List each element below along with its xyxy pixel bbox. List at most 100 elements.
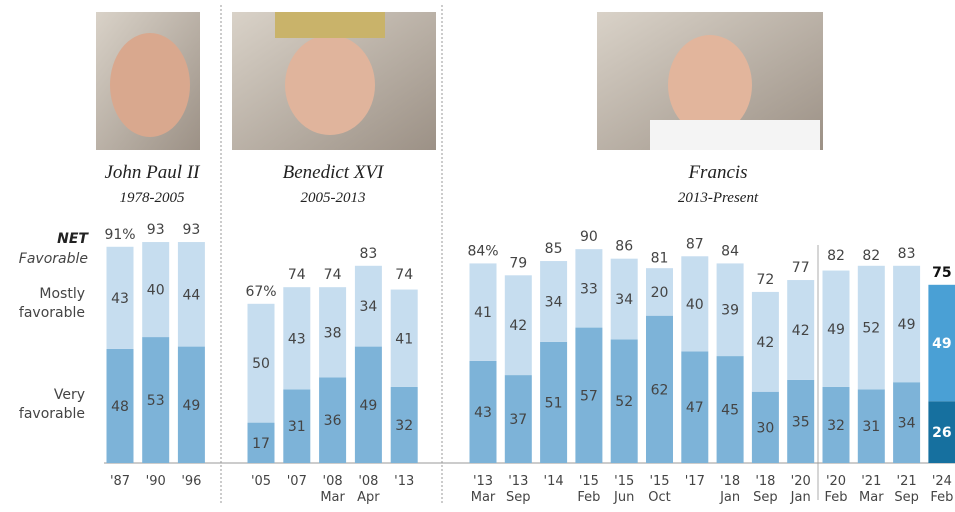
value-label: 39 xyxy=(721,303,739,319)
bar-segment xyxy=(857,265,885,390)
net-label: 72 xyxy=(756,272,774,288)
net-label: 91% xyxy=(104,227,135,243)
x-tick-label: '15 Feb xyxy=(577,474,600,505)
bar-segment xyxy=(646,315,673,463)
value-label: 62 xyxy=(651,382,669,398)
photo-robe xyxy=(650,120,820,150)
net-label: 84 xyxy=(721,243,739,259)
x-tick-label: '21 Mar xyxy=(859,474,884,505)
value-label: 31 xyxy=(288,419,306,435)
value-label: 43 xyxy=(288,331,306,347)
bar-segment xyxy=(540,261,568,342)
bar-segment xyxy=(319,287,347,378)
value-label: 40 xyxy=(686,297,704,313)
bar-segment xyxy=(716,263,744,357)
value-label: 41 xyxy=(474,305,492,321)
bar-segment xyxy=(142,337,170,463)
bar-segment xyxy=(822,270,850,387)
bar-segment xyxy=(893,382,921,463)
value-label: 52 xyxy=(862,321,880,337)
legend-net-sub: Favorable xyxy=(19,251,88,267)
net-label: 87 xyxy=(686,236,704,252)
bar-segment xyxy=(106,348,134,463)
net-label: 75 xyxy=(932,265,951,281)
bar-segment xyxy=(822,386,850,463)
bar-segment xyxy=(575,249,603,328)
bar-segment xyxy=(283,389,311,463)
photo-face xyxy=(668,35,752,135)
x-tick-label: '15 Jun xyxy=(613,474,634,505)
value-label: 17 xyxy=(252,436,270,452)
net-label: 83 xyxy=(359,246,377,262)
x-tick-label: '18 Sep xyxy=(753,474,778,505)
group-title: Francis xyxy=(687,162,747,183)
net-label: 82 xyxy=(827,248,845,264)
value-label: 41 xyxy=(395,331,413,347)
value-label: 49 xyxy=(932,336,951,352)
value-label: 49 xyxy=(898,317,916,333)
net-label: 93 xyxy=(182,222,200,238)
bar-segment xyxy=(142,242,170,338)
bar-segment xyxy=(504,375,532,463)
bar-segment xyxy=(247,303,275,423)
photo-mitre xyxy=(275,12,385,38)
x-tick-label: '13 xyxy=(394,474,414,489)
value-label: 43 xyxy=(474,405,492,421)
bar-segment xyxy=(177,242,205,347)
group-title: Benedict XVI xyxy=(283,162,385,183)
x-tick-label: '15 Oct xyxy=(648,474,670,505)
value-label: 34 xyxy=(359,299,377,315)
bar-segment xyxy=(177,346,205,463)
bar-segment xyxy=(390,289,418,387)
bar-segment xyxy=(610,258,638,340)
net-label: 74 xyxy=(288,267,306,283)
value-label: 34 xyxy=(898,416,916,432)
value-label: 34 xyxy=(545,294,563,310)
x-tick-label: '96 xyxy=(181,474,201,489)
x-tick-label: '87 xyxy=(110,474,130,489)
x-tick-label: '20 Jan xyxy=(790,474,811,505)
bar-segment xyxy=(787,280,815,380)
bar-segment xyxy=(646,268,673,316)
value-label: 49 xyxy=(359,398,377,414)
net-label: 74 xyxy=(324,267,342,283)
value-label: 30 xyxy=(756,420,774,436)
x-tick-label: '20 Feb xyxy=(824,474,847,505)
value-label: 57 xyxy=(580,388,598,404)
bar-segment xyxy=(390,386,418,463)
net-label: 83 xyxy=(898,246,916,262)
net-label: 67% xyxy=(245,284,276,300)
x-tick-label: '05 xyxy=(251,474,271,489)
bar-segment xyxy=(575,327,603,463)
bar-segment xyxy=(319,377,347,463)
bar-segment xyxy=(751,391,779,463)
value-label: 42 xyxy=(509,318,527,334)
group-subtitle: 2005-2013 xyxy=(301,190,366,206)
bar-segment xyxy=(928,284,955,402)
x-tick-label: '13 Sep xyxy=(506,474,531,505)
value-label: 38 xyxy=(324,325,342,341)
bar-segment xyxy=(540,341,568,463)
net-label: 86 xyxy=(615,239,633,255)
value-label: 34 xyxy=(615,292,633,308)
bar-segment xyxy=(469,263,497,361)
bar-segment xyxy=(247,422,275,463)
value-label: 49 xyxy=(182,398,200,414)
value-label: 32 xyxy=(395,418,413,434)
bar-segment xyxy=(610,339,638,463)
x-tick-label: '18 Jan xyxy=(719,474,740,505)
group-subtitle: 1978-2005 xyxy=(120,190,185,206)
value-label: 36 xyxy=(324,413,342,429)
photo-face xyxy=(110,33,190,137)
value-label: 53 xyxy=(147,393,165,409)
legend-label: Mostly favorable xyxy=(19,286,85,321)
bar-segment xyxy=(787,379,815,463)
group-subtitle: 2013-Present xyxy=(678,190,759,206)
value-label: 52 xyxy=(615,394,633,410)
x-tick-label: '13 Mar xyxy=(471,474,496,505)
value-label: 50 xyxy=(252,356,270,372)
value-label: 42 xyxy=(792,323,810,339)
x-tick-label: '24 Feb xyxy=(930,474,953,505)
bar-segment xyxy=(354,346,382,463)
